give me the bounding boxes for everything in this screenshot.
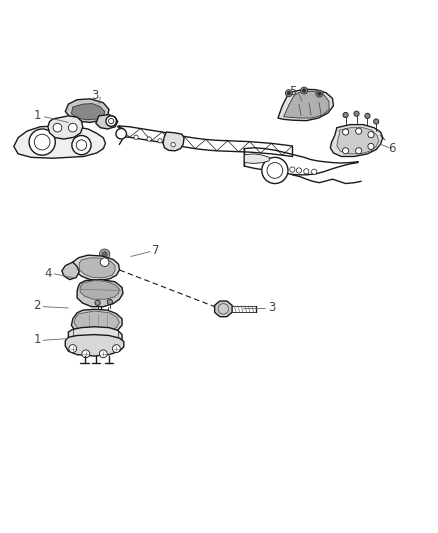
Circle shape bbox=[100, 258, 109, 266]
Polygon shape bbox=[330, 125, 383, 157]
Circle shape bbox=[304, 169, 309, 174]
Circle shape bbox=[82, 350, 90, 358]
Text: 6: 6 bbox=[388, 142, 396, 155]
Circle shape bbox=[107, 299, 113, 304]
Circle shape bbox=[290, 167, 295, 172]
Circle shape bbox=[368, 132, 374, 138]
Circle shape bbox=[113, 345, 120, 352]
Circle shape bbox=[262, 157, 288, 183]
Circle shape bbox=[95, 300, 100, 305]
Polygon shape bbox=[77, 280, 123, 306]
Circle shape bbox=[99, 249, 110, 260]
Text: 7: 7 bbox=[152, 244, 159, 257]
Text: 4: 4 bbox=[44, 266, 52, 279]
Polygon shape bbox=[14, 126, 106, 158]
Circle shape bbox=[354, 111, 359, 116]
Circle shape bbox=[374, 119, 379, 124]
Circle shape bbox=[286, 90, 292, 96]
Polygon shape bbox=[80, 280, 120, 299]
Polygon shape bbox=[163, 132, 184, 151]
Polygon shape bbox=[72, 255, 120, 280]
Polygon shape bbox=[71, 309, 122, 336]
Circle shape bbox=[171, 142, 175, 147]
Text: 2: 2 bbox=[33, 300, 41, 312]
Text: 1: 1 bbox=[34, 109, 42, 123]
Circle shape bbox=[69, 345, 77, 352]
Circle shape bbox=[134, 135, 138, 140]
Polygon shape bbox=[65, 335, 124, 356]
Circle shape bbox=[158, 139, 162, 143]
Circle shape bbox=[68, 123, 77, 132]
Circle shape bbox=[53, 123, 62, 132]
Circle shape bbox=[106, 116, 117, 126]
Circle shape bbox=[343, 112, 348, 118]
Polygon shape bbox=[71, 103, 105, 120]
Polygon shape bbox=[68, 327, 122, 348]
Polygon shape bbox=[48, 116, 83, 139]
Polygon shape bbox=[244, 154, 269, 164]
Circle shape bbox=[365, 113, 370, 118]
Circle shape bbox=[72, 135, 91, 155]
Text: 1: 1 bbox=[33, 333, 41, 346]
Polygon shape bbox=[278, 89, 333, 120]
Polygon shape bbox=[79, 258, 115, 278]
Polygon shape bbox=[65, 99, 109, 123]
Circle shape bbox=[29, 129, 55, 155]
Circle shape bbox=[316, 90, 323, 97]
Polygon shape bbox=[337, 128, 379, 154]
Circle shape bbox=[147, 137, 151, 141]
Polygon shape bbox=[215, 301, 232, 317]
Polygon shape bbox=[96, 115, 118, 129]
Circle shape bbox=[343, 129, 349, 135]
Circle shape bbox=[356, 148, 362, 154]
Polygon shape bbox=[62, 262, 79, 280]
Circle shape bbox=[302, 89, 306, 92]
Text: 5: 5 bbox=[290, 85, 297, 99]
Circle shape bbox=[343, 148, 349, 154]
Circle shape bbox=[296, 168, 301, 173]
Circle shape bbox=[318, 92, 321, 95]
Circle shape bbox=[368, 143, 374, 149]
Polygon shape bbox=[284, 91, 329, 118]
Circle shape bbox=[311, 169, 317, 174]
Circle shape bbox=[116, 128, 127, 139]
Polygon shape bbox=[74, 311, 120, 333]
Circle shape bbox=[356, 128, 362, 134]
Text: 3: 3 bbox=[268, 302, 275, 314]
Circle shape bbox=[300, 87, 307, 94]
Circle shape bbox=[287, 92, 290, 95]
Circle shape bbox=[99, 350, 107, 358]
Circle shape bbox=[102, 252, 107, 257]
Text: 3: 3 bbox=[91, 89, 98, 102]
